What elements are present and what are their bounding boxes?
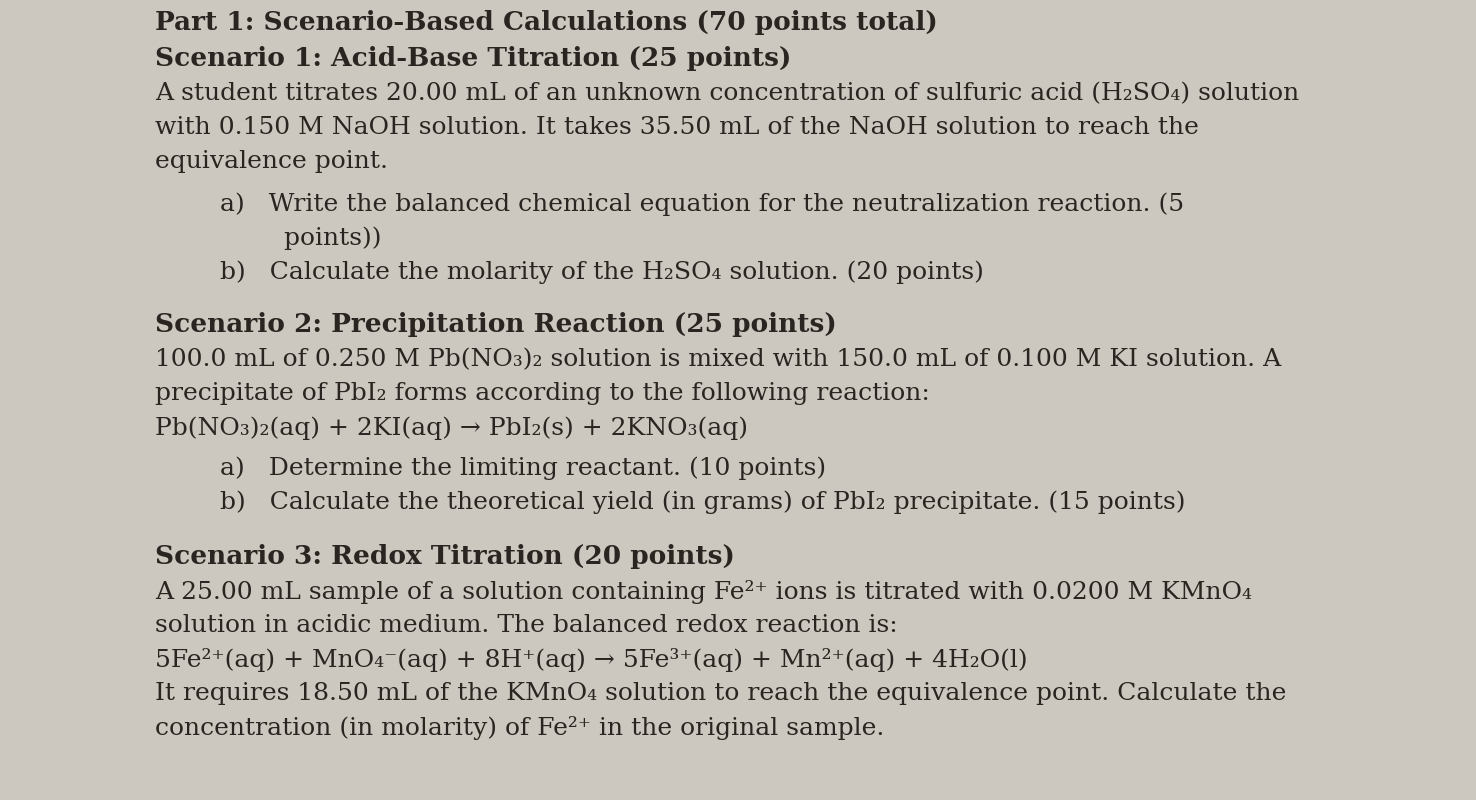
Text: points)): points)) bbox=[220, 226, 381, 250]
Text: Scenario 3: Redox Titration (20 points): Scenario 3: Redox Titration (20 points) bbox=[155, 544, 735, 569]
Text: A student titrates 20.00 mL of an unknown concentration of sulfuric acid (H₂SO₄): A student titrates 20.00 mL of an unknow… bbox=[155, 82, 1299, 105]
Text: b)   Calculate the theoretical yield (in grams) of PbI₂ precipitate. (15 points): b) Calculate the theoretical yield (in g… bbox=[220, 490, 1185, 514]
Text: Pb(NO₃)₂(aq) + 2KI(aq) → PbI₂(s) + 2KNO₃(aq): Pb(NO₃)₂(aq) + 2KI(aq) → PbI₂(s) + 2KNO₃… bbox=[155, 416, 748, 439]
Text: b)   Calculate the molarity of the H₂SO₄ solution. (20 points): b) Calculate the molarity of the H₂SO₄ s… bbox=[220, 260, 984, 283]
Text: equivalence point.: equivalence point. bbox=[155, 150, 388, 173]
Text: Scenario 1: Acid-Base Titration (25 points): Scenario 1: Acid-Base Titration (25 poin… bbox=[155, 46, 791, 71]
Text: It requires 18.50 mL of the KMnO₄ solution to reach the equivalence point. Calcu: It requires 18.50 mL of the KMnO₄ soluti… bbox=[155, 682, 1287, 705]
Text: Scenario 2: Precipitation Reaction (25 points): Scenario 2: Precipitation Reaction (25 p… bbox=[155, 312, 837, 337]
Text: concentration (in molarity) of Fe²⁺ in the original sample.: concentration (in molarity) of Fe²⁺ in t… bbox=[155, 716, 884, 740]
Text: a)   Determine the limiting reactant. (10 points): a) Determine the limiting reactant. (10 … bbox=[220, 456, 827, 479]
Text: A 25.00 mL sample of a solution containing Fe²⁺ ions is titrated with 0.0200 M K: A 25.00 mL sample of a solution containi… bbox=[155, 580, 1252, 604]
Text: 100.0 mL of 0.250 M Pb(NO₃)₂ solution is mixed with 150.0 mL of 0.100 M KI solut: 100.0 mL of 0.250 M Pb(NO₃)₂ solution is… bbox=[155, 348, 1281, 371]
Text: Part 1: Scenario-Based Calculations (70 points total): Part 1: Scenario-Based Calculations (70 … bbox=[155, 10, 937, 35]
Text: a)   Write the balanced chemical equation for the neutralization reaction. (5: a) Write the balanced chemical equation … bbox=[220, 192, 1184, 215]
Text: solution in acidic medium. The balanced redox reaction is:: solution in acidic medium. The balanced … bbox=[155, 614, 897, 637]
Text: precipitate of PbI₂ forms according to the following reaction:: precipitate of PbI₂ forms according to t… bbox=[155, 382, 930, 405]
Text: 5Fe²⁺(aq) + MnO₄⁻(aq) + 8H⁺(aq) → 5Fe³⁺(aq) + Mn²⁺(aq) + 4H₂O(l): 5Fe²⁺(aq) + MnO₄⁻(aq) + 8H⁺(aq) → 5Fe³⁺(… bbox=[155, 648, 1027, 672]
Text: with 0.150 M NaOH solution. It takes 35.50 mL of the NaOH solution to reach the: with 0.150 M NaOH solution. It takes 35.… bbox=[155, 116, 1199, 139]
